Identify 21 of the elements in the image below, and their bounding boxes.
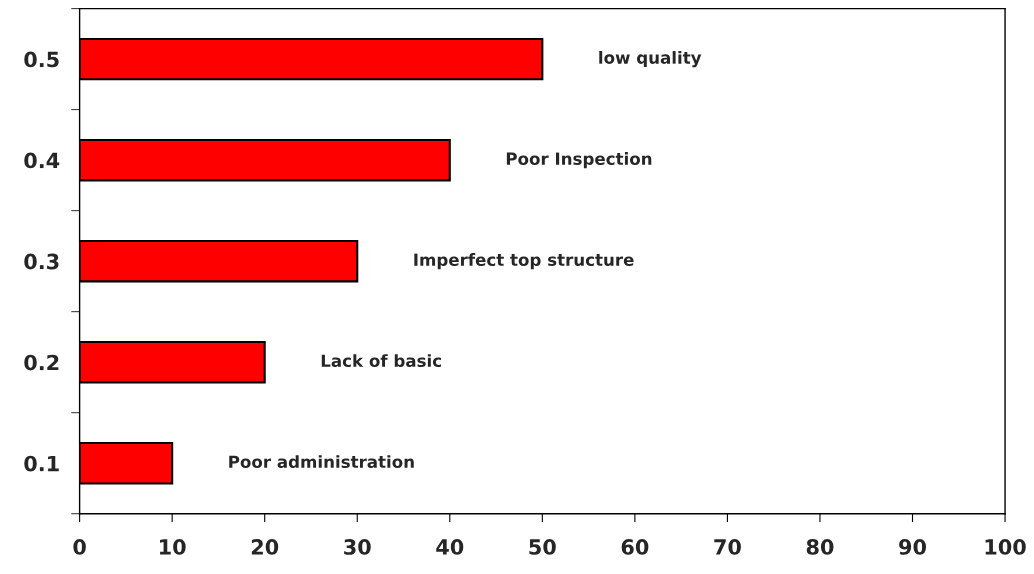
y-tick-label: 0.1 (24, 455, 59, 472)
x-tick-label: 20 (251, 539, 279, 555)
x-tick-label: 60 (621, 539, 649, 555)
annotation: Lack of basic (321, 354, 441, 368)
x-tick-label: 10 (160, 539, 186, 555)
x-tick-label: 90 (899, 539, 926, 555)
x-tick-label: 80 (806, 539, 834, 555)
y-tick-label: 0.5 (24, 51, 59, 68)
x-tick-label: 40 (436, 539, 464, 555)
x-tick-label: 0 (73, 539, 86, 555)
x-tick-label: 70 (714, 539, 741, 555)
x-tick-label: 30 (344, 539, 371, 555)
annotation: Poor Inspection (506, 152, 652, 169)
x-tick-label: 50 (529, 539, 556, 555)
y-tick-label: 0.3 (24, 253, 59, 270)
y-tick-label: 0.2 (24, 354, 59, 371)
annotation: Poor administration (229, 455, 414, 469)
x-tick-label: 100 (985, 539, 1026, 555)
y-tick-label: 0.4 (24, 152, 60, 169)
annotation: low quality (599, 50, 702, 68)
annotation: Imperfect top structure (414, 253, 634, 270)
